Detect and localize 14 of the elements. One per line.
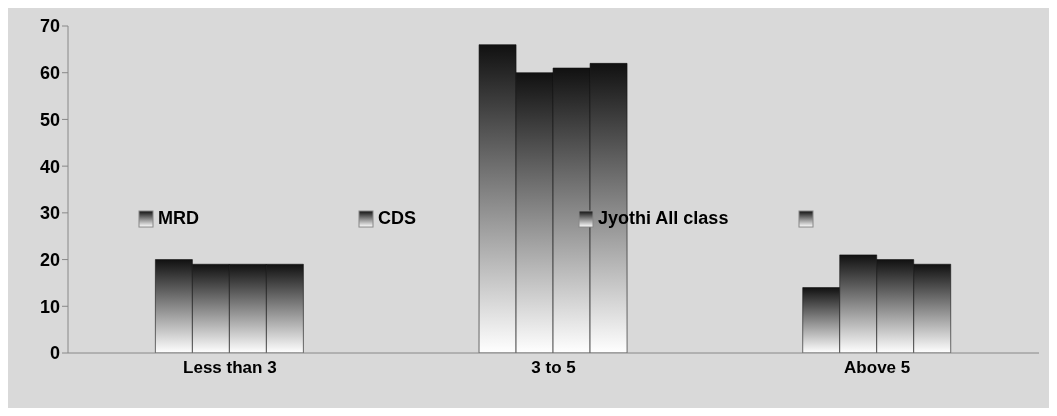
y-tick-label: 70 <box>39 16 60 37</box>
legend-label: MRD <box>158 208 199 229</box>
legend-label: CDS <box>378 208 417 229</box>
x-tick-label: Above 5 <box>844 358 911 378</box>
y-tick-label: 60 <box>39 63 60 84</box>
y-tick-label: 20 <box>39 249 60 270</box>
y-tick-label: 40 <box>39 156 60 177</box>
y-tick-label: 30 <box>39 203 60 224</box>
x-tick-label: Less than 3 <box>183 358 277 378</box>
legend-label: Jyothi All class <box>598 208 729 229</box>
y-tick-label: 50 <box>39 109 60 130</box>
y-tick-label: 10 <box>39 296 60 317</box>
x-tick-label: 3 to 5 <box>531 358 576 378</box>
y-tick-label: 0 <box>49 343 60 364</box>
